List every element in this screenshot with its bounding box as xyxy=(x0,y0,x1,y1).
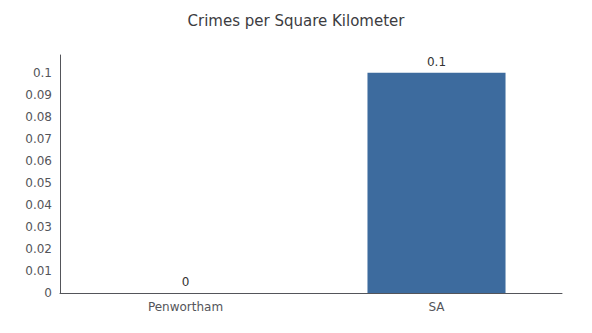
svg-text:0.04: 0.04 xyxy=(25,198,52,212)
svg-text:0.02: 0.02 xyxy=(25,242,52,256)
svg-text:0.06: 0.06 xyxy=(25,154,52,168)
svg-text:0.07: 0.07 xyxy=(25,132,52,146)
svg-text:0.05: 0.05 xyxy=(25,176,52,190)
svg-text:SA: SA xyxy=(428,300,445,314)
svg-text:0.1: 0.1 xyxy=(33,66,52,80)
svg-text:Penwortham: Penwortham xyxy=(148,300,223,314)
svg-text:0.08: 0.08 xyxy=(25,110,52,124)
svg-text:0.03: 0.03 xyxy=(25,220,52,234)
svg-text:0.01: 0.01 xyxy=(25,264,52,278)
svg-text:0: 0 xyxy=(182,275,190,289)
svg-text:Crimes per Square Kilometer: Crimes per Square Kilometer xyxy=(188,12,406,30)
svg-text:0: 0 xyxy=(44,286,52,300)
svg-text:0.1: 0.1 xyxy=(427,55,446,69)
svg-text:0.09: 0.09 xyxy=(25,88,52,102)
